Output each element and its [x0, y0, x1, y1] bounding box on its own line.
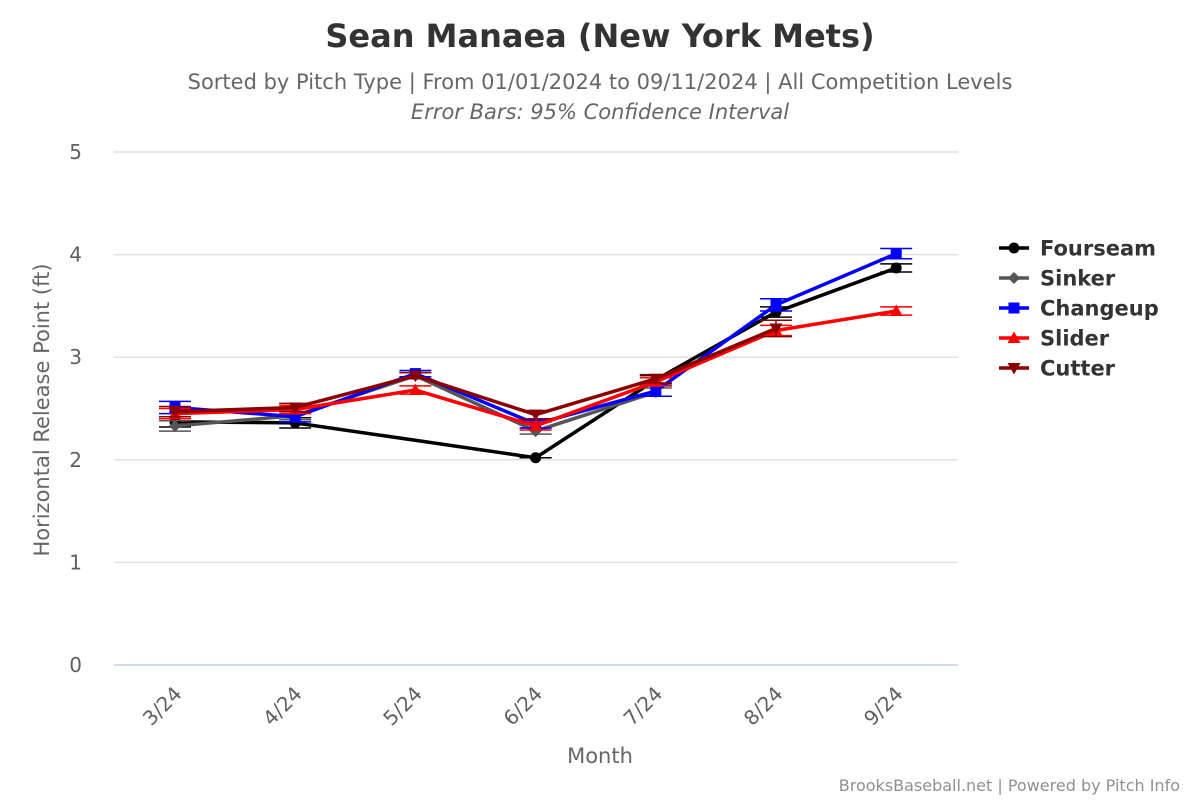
y-tick-label: 4: [69, 243, 82, 267]
legend-marker-sinker: [1008, 272, 1020, 284]
slider-point[interactable]: [408, 383, 422, 396]
series-layer: [159, 247, 913, 464]
credits[interactable]: BrooksBaseball.net | Powered by Pitch In…: [839, 776, 1180, 795]
legend-item-changeup[interactable]: Changeup: [999, 297, 1159, 321]
legend-label-cutter: Cutter: [1040, 357, 1116, 381]
x-tick-label: 3/24: [138, 682, 187, 731]
y-axis-title: Horizontal Release Point (ft): [30, 263, 54, 556]
legend-item-slider[interactable]: Slider: [999, 327, 1110, 351]
x-tick-label: 5/24: [378, 682, 427, 731]
series-changeup: [159, 247, 913, 430]
changeup-point[interactable]: [770, 299, 782, 311]
legend-item-sinker[interactable]: Sinker: [999, 267, 1116, 291]
legend-label-sinker: Sinker: [1040, 267, 1116, 291]
cutter-line: [173, 326, 778, 417]
changeup-line: [173, 251, 898, 426]
y-tick-label: 5: [69, 140, 82, 164]
y-tick-label: 2: [69, 448, 82, 472]
x-tick-label: 4/24: [258, 682, 307, 731]
legend-marker-cutter: [1007, 363, 1021, 375]
slider-point[interactable]: [889, 304, 903, 317]
changeup-point[interactable]: [890, 248, 902, 260]
slider-point[interactable]: [529, 419, 543, 431]
fourseam-point[interactable]: [530, 452, 542, 464]
legend-marker-changeup: [1008, 302, 1020, 314]
legend: Fourseam Sinker Changeup Slider Cutter: [999, 237, 1159, 381]
y-axis-ticks: 0 1 2 3 4 5: [69, 140, 82, 677]
cutter-point[interactable]: [649, 373, 663, 386]
legend-label-slider: Slider: [1040, 327, 1110, 351]
chart-title: Sean Manaea (New York Mets): [325, 17, 874, 55]
legend-label-fourseam: Fourseam: [1040, 237, 1156, 261]
legend-item-fourseam[interactable]: Fourseam: [999, 237, 1156, 261]
cutter-point[interactable]: [408, 370, 422, 383]
cutter-point[interactable]: [288, 402, 302, 414]
x-axis-title: Month: [567, 744, 633, 768]
chart-subtitle: Sorted by Pitch Type | From 01/01/2024 t…: [188, 70, 1013, 95]
legend-label-changeup: Changeup: [1040, 297, 1159, 321]
legend-item-cutter[interactable]: Cutter: [999, 357, 1116, 381]
cutter-point[interactable]: [769, 323, 783, 335]
x-tick-label: 9/24: [859, 682, 908, 731]
fourseam-line: [173, 266, 898, 460]
x-tick-label: 8/24: [739, 682, 788, 731]
x-tick-label: 6/24: [498, 682, 547, 731]
series-cutter: [159, 319, 792, 422]
fourseam-point[interactable]: [890, 262, 902, 274]
legend-marker-fourseam: [1008, 242, 1020, 254]
cutter-point[interactable]: [529, 409, 543, 422]
changeup-point[interactable]: [650, 385, 662, 397]
sinker-point[interactable]: [169, 419, 181, 432]
x-tick-label: 7/24: [619, 682, 668, 731]
changeup-point[interactable]: [289, 411, 301, 423]
x-axis-ticks: 3/24 4/24 5/24 6/24 7/24 8/24 9/24: [138, 682, 908, 731]
y-tick-label: 3: [69, 345, 82, 369]
y-tick-label: 0: [69, 653, 82, 677]
chart-error-bar-note: Error Bars: 95% Confidence Interval: [411, 100, 789, 124]
cutter-point[interactable]: [168, 406, 182, 419]
y-tick-label: 1: [69, 550, 82, 574]
legend-marker-slider: [1007, 331, 1021, 343]
